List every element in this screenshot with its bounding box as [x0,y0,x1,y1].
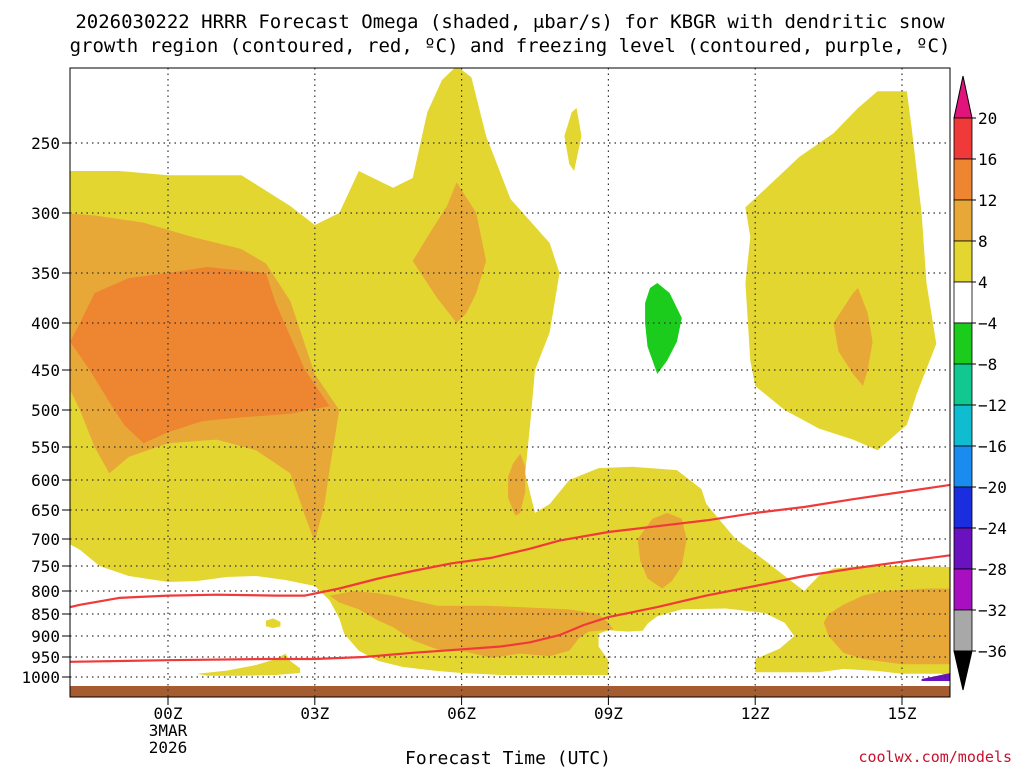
colorbar-top-arrow [953,75,973,119]
credit-text: coolwx.com/models [858,748,1012,766]
colorbar-bin [953,363,973,406]
colorbar-label: −36 [978,642,1007,661]
yellow-region-upper-right [745,91,937,451]
colorbar-bin [953,527,973,570]
y-tick-label-300: 300 [31,204,60,223]
colorbar-bin [953,404,973,447]
orange-region-right [833,288,873,386]
orange-region-top-middle [412,182,487,323]
x-tick-sublabel-2026: 2026 [149,738,188,757]
colorbar-bin [953,609,973,652]
orange-region-mid-right [637,512,687,589]
colorbar-label: −4 [978,314,997,333]
orange-region-bottom-middle [329,591,614,658]
plot-frame [69,67,951,698]
ground-band [70,686,950,697]
orange-region-left-inner [70,267,330,444]
colorbar-label: −28 [978,560,1007,579]
colorbar-label: −20 [978,478,1007,497]
colorbar-bin [953,486,973,529]
orange-region-bottom-right [823,588,950,665]
y-tick-label-850: 850 [31,605,60,624]
x-tick-label-15Z: 15Z [888,704,917,723]
y-tick-label-500: 500 [31,401,60,420]
y-tick-label-950: 950 [31,648,60,667]
yellow-region-main [70,68,950,677]
colorbar-label: −16 [978,437,1007,456]
chart-title-line-1: 2026030222 HRRR Forecast Omega (shaded, … [75,11,945,33]
gridlines [70,68,950,697]
colorbar-label: 20 [978,109,997,128]
colorbar-bin [953,158,973,201]
colorbar-bin [953,240,973,283]
y-tick-label-650: 650 [31,501,60,520]
y-tick-label-350: 350 [31,264,60,283]
dgz-lower-contour [70,554,950,663]
colorbar-label: −8 [978,355,997,374]
y-tick-label-250: 250 [31,134,60,153]
y-axis: 250 300 350 400 450 500 550 600 650 700 750 800 850 9… [21,134,70,687]
x-tick-label-03Z: 03Z [300,704,329,723]
purple-sliver [921,673,950,681]
y-tick-label-400: 400 [31,314,60,333]
x-tick-label-09Z: 09Z [594,704,623,723]
colorbar-bottom-arrow [953,650,973,691]
x-tick-label-00Z: 00Z [154,704,183,723]
y-tick-label-450: 450 [31,361,60,380]
temperature-contours [70,483,950,663]
colorbar-bin [953,568,973,611]
colorbar-bin [953,445,973,488]
colorbar-label: 8 [978,232,988,251]
y-tick-label-800: 800 [31,582,60,601]
y-tick-label-750: 750 [31,557,60,576]
x-tick-sublabel-3MAR: 3MAR [149,721,188,740]
ground-layer [70,686,950,697]
colorbar-label: 16 [978,150,997,169]
orange-region-mid [508,453,526,516]
yellow-region-small-lower [265,618,281,629]
colorbar-bin [953,281,973,324]
colorbar-label: −24 [978,519,1007,538]
colorbar-label: −32 [978,601,1007,620]
green-region [645,283,682,374]
colorbar-label: 12 [978,191,997,210]
yellow-region-small-top [564,108,582,171]
dgz-upper-contour [70,483,950,609]
x-tick-label-06Z: 06Z [447,704,476,723]
omega-shaded-regions [70,68,950,681]
y-tick-label-550: 550 [31,438,60,457]
colorbar-label: −12 [978,396,1007,415]
colorbar-bin [953,199,973,242]
colorbar-bin [953,117,973,160]
y-tick-label-700: 700 [31,530,60,549]
chart-title-line-2: growth region (contoured, red, ºC) and f… [70,35,951,57]
x-tick-label-12Z: 12Z [741,704,770,723]
x-axis-title: Forecast Time (UTC) [405,748,611,768]
y-tick-label-600: 600 [31,471,60,490]
y-tick-label-1000: 1000 [21,668,60,687]
colorbar-bin [953,322,973,365]
colorbar: 20 16 12 8 4 −4 −8 −12 −16 −20 −24 −28 −32 −36 [953,75,1007,691]
y-tick-label-900: 900 [31,627,60,646]
colorbar-label: 4 [978,273,988,292]
yellow-region-bottom-left [197,653,301,676]
